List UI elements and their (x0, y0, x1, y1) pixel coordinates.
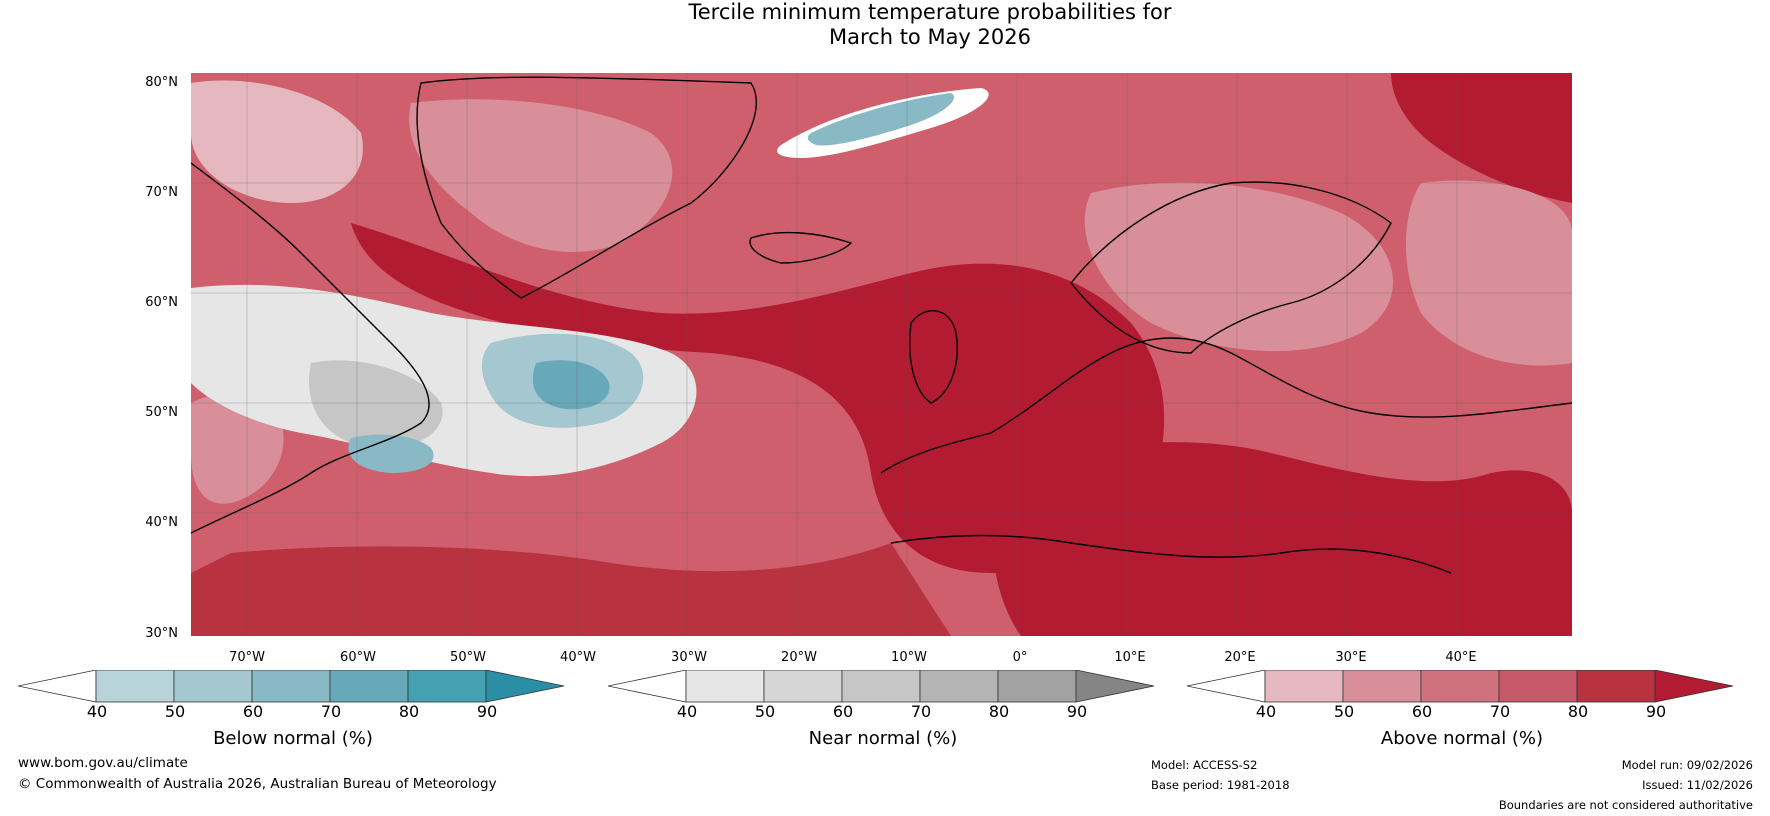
colorbar-near-normal (608, 670, 1155, 703)
lon-label-60w: 60°W (340, 650, 376, 665)
colorbar-above-normal (1187, 670, 1734, 703)
coast-iceland (749, 231, 853, 264)
coastlines (191, 76, 1572, 574)
below-tick-70: 70 (320, 702, 342, 721)
near-tick-70: 70 (910, 702, 932, 721)
below-bin-1 (95, 670, 175, 703)
colorbar-above-label: Above normal (%) (1380, 728, 1544, 749)
region-near-normal-labrador (191, 284, 697, 477)
lat-label-30n: 30°N (145, 626, 178, 641)
lon-label-10e: 10°E (1114, 650, 1146, 665)
lon-label-70w: 70°W (229, 650, 265, 665)
region-below-60-west (348, 434, 434, 473)
below-bin-3 (251, 670, 331, 703)
coast-europe (880, 337, 1572, 474)
region-above-50-northwest (191, 80, 363, 203)
above-bin-4 (1498, 670, 1578, 703)
lon-label-40w: 40°W (560, 650, 596, 665)
boundaries-disclaimer: Boundaries are not considered authoritat… (1498, 798, 1753, 812)
graticule (191, 73, 1572, 636)
region-near-normal-grey-patch (309, 360, 443, 449)
region-above-90-east (1391, 73, 1572, 203)
colorbar-below-normal (18, 670, 565, 703)
above-tick-80: 80 (1567, 702, 1589, 721)
below-extend-low (18, 670, 97, 703)
lat-label-60n: 60°N (145, 295, 178, 310)
below-extend-high (485, 670, 565, 703)
near-tick-50: 50 (754, 702, 776, 721)
chart-title: Tercile minimum temperature probabilitie… (0, 0, 1770, 50)
above-bin-1 (1264, 670, 1344, 703)
coast-north-america (191, 162, 430, 534)
lat-label-80n: 80°N (145, 75, 178, 90)
near-bin-4 (919, 670, 999, 703)
model-run: Model run: 09/02/2026 (1621, 758, 1753, 772)
below-tick-50: 50 (164, 702, 186, 721)
lon-label-30e: 30°E (1335, 650, 1367, 665)
lon-label-30w: 30°W (671, 650, 707, 665)
title-line-1: Tercile minimum temperature probabilitie… (688, 0, 1172, 24)
below-tick-60: 60 (242, 702, 264, 721)
near-tick-40: 40 (676, 702, 698, 721)
coast-scandinavia (1070, 181, 1392, 354)
lat-label-40n: 40°N (145, 515, 178, 530)
near-bin-1 (685, 670, 765, 703)
website-link[interactable]: www.bom.gov.au/climate (18, 755, 188, 771)
coast-north-africa (890, 534, 1452, 574)
region-below-70-arctic (807, 93, 955, 146)
region-above-50-scandinavia (1084, 182, 1394, 352)
lon-label-20w: 20°W (781, 650, 817, 665)
near-extend-high (1075, 670, 1155, 703)
above-tick-70: 70 (1489, 702, 1511, 721)
coast-greenland (416, 76, 757, 299)
above-tick-50: 50 (1333, 702, 1355, 721)
region-above-90-mediterranean (992, 442, 1572, 636)
region-above-50-russia (1406, 180, 1572, 366)
above-tick-40: 40 (1255, 702, 1277, 721)
lon-label-0: 0° (1012, 650, 1028, 665)
region-below-80-central-atlantic (532, 360, 610, 410)
above-extend-high (1654, 670, 1734, 703)
below-tick-80: 80 (398, 702, 420, 721)
above-bin-5 (1576, 670, 1656, 703)
above-tick-60: 60 (1411, 702, 1433, 721)
below-tick-40: 40 (86, 702, 108, 721)
lon-label-20e: 20°E (1224, 650, 1256, 665)
copyright: © Commonwealth of Australia 2026, Austra… (18, 776, 497, 792)
probability-map (191, 73, 1572, 636)
region-above-90-atlantic (351, 223, 1165, 573)
below-tick-90: 90 (476, 702, 498, 721)
near-tick-80: 80 (988, 702, 1010, 721)
base-period: Base period: 1981-2018 (1151, 778, 1290, 792)
above-tick-90: 90 (1645, 702, 1667, 721)
model-name: Model: ACCESS-S2 (1151, 758, 1258, 772)
lon-label-40e: 40°E (1445, 650, 1477, 665)
above-bin-2 (1342, 670, 1422, 703)
near-extend-low (608, 670, 687, 703)
issued-date: Issued: 11/02/2026 (1642, 778, 1753, 792)
above-bin-3 (1420, 670, 1500, 703)
above-extend-low (1187, 670, 1266, 703)
lat-label-70n: 70°N (145, 185, 178, 200)
colorbar-below-label: Below normal (%) (213, 728, 373, 749)
below-bin-4 (329, 670, 409, 703)
near-tick-60: 60 (832, 702, 854, 721)
below-bin-2 (173, 670, 253, 703)
near-bin-5 (997, 670, 1077, 703)
near-tick-90: 90 (1066, 702, 1088, 721)
near-bin-2 (763, 670, 843, 703)
coast-british-isles (909, 310, 958, 404)
title-line-2: March to May 2026 (829, 25, 1031, 49)
map-canvas (191, 73, 1572, 636)
region-above-90-south-atlantic (191, 543, 951, 636)
colorbar-near-label: Near normal (%) (808, 728, 958, 749)
lon-label-50w: 50°W (450, 650, 486, 665)
near-bin-3 (841, 670, 921, 703)
lon-label-10w: 10°W (891, 650, 927, 665)
below-bin-5 (407, 670, 487, 703)
region-above-50-greenland (409, 99, 673, 252)
lat-label-50n: 50°N (145, 405, 178, 420)
